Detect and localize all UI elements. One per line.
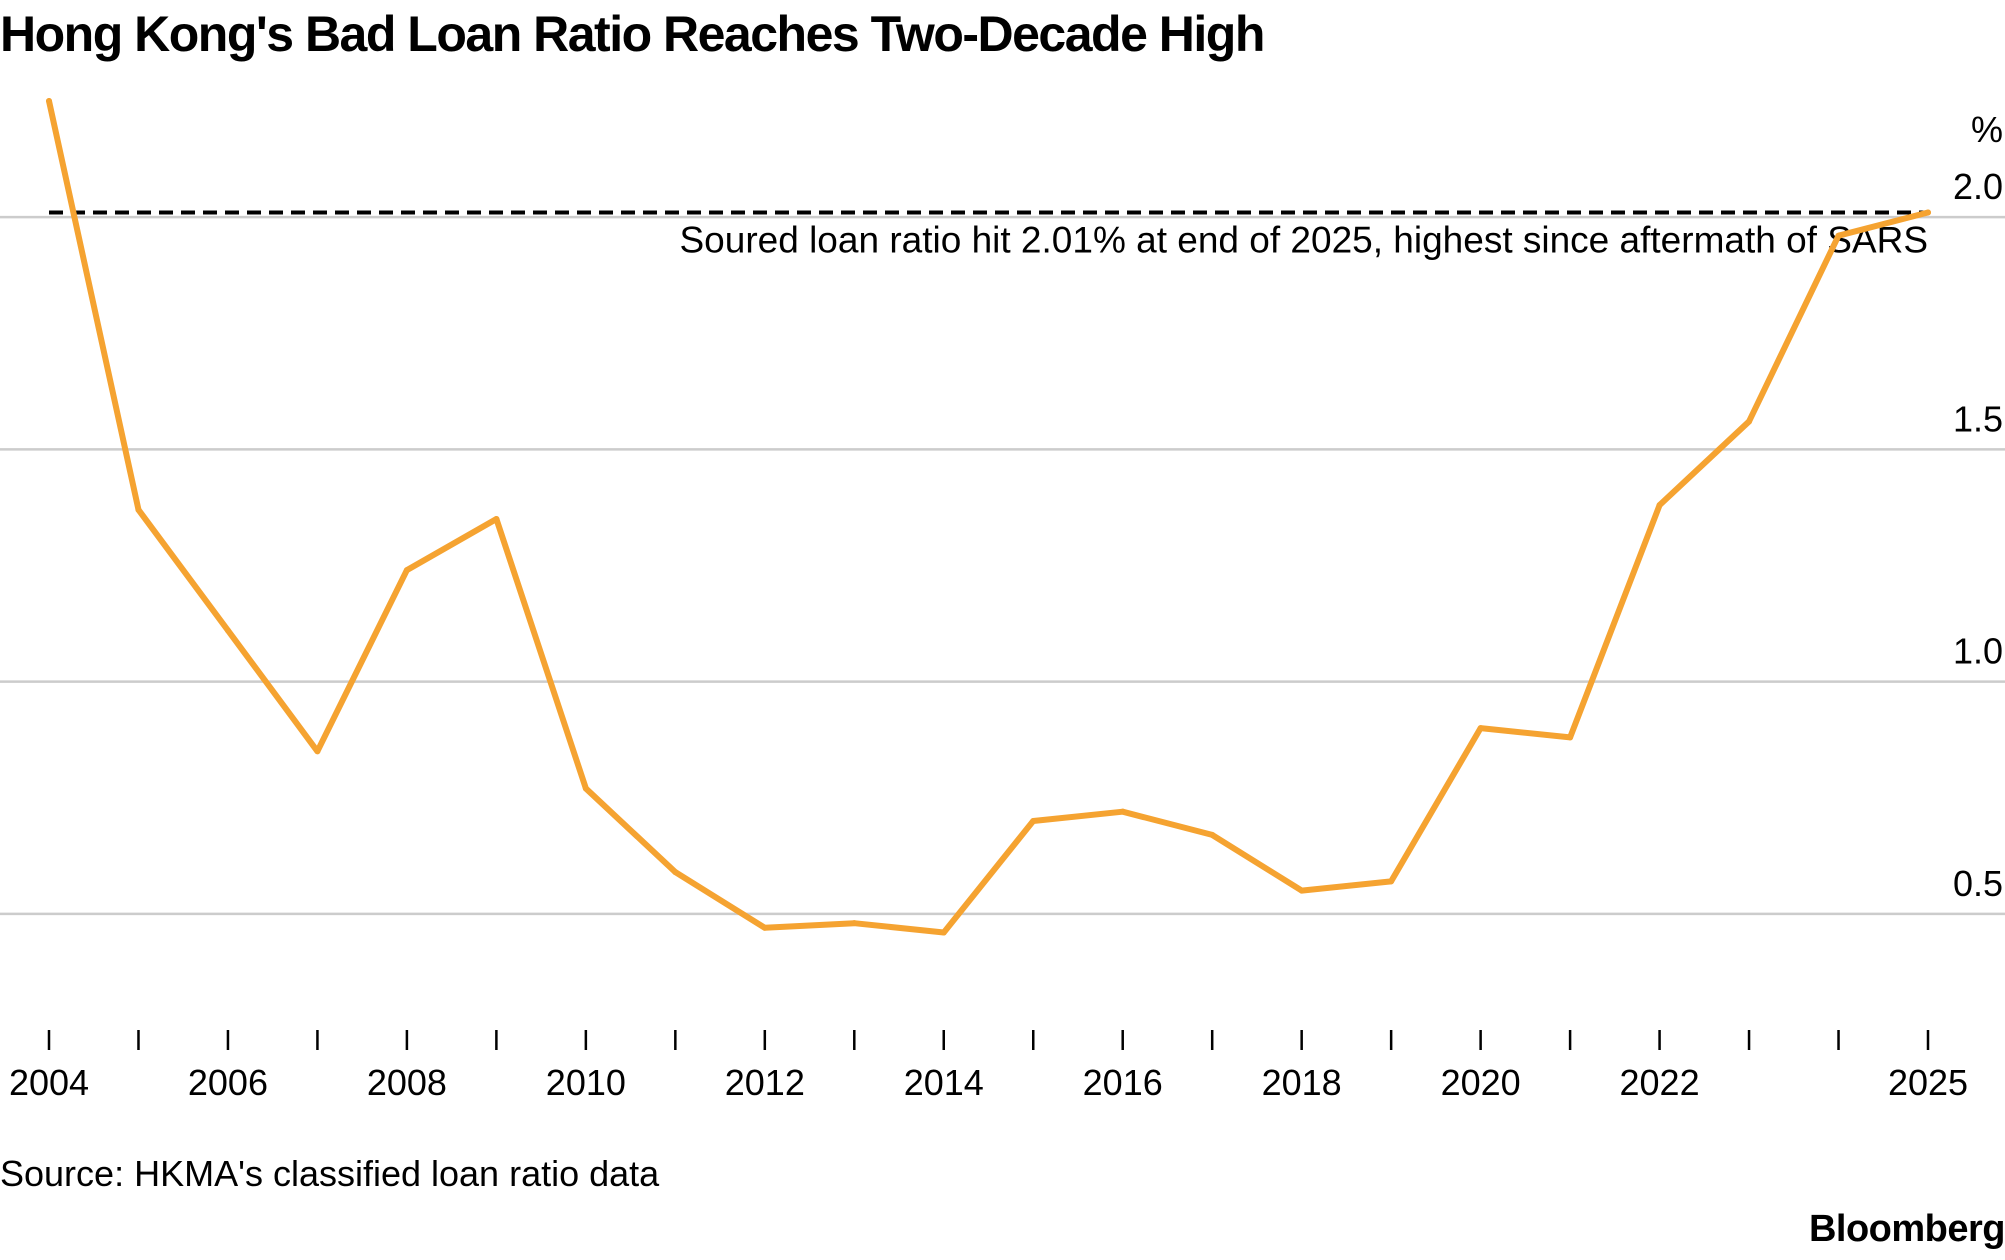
data-point bbox=[940, 929, 947, 936]
bloomberg-logo: Bloomberg bbox=[1808, 1208, 2005, 1250]
data-point bbox=[1209, 831, 1216, 838]
x-tick-label: 2020 bbox=[1441, 1062, 1521, 1103]
reference-line-group: Soured loan ratio hit 2.01% at end of 20… bbox=[49, 210, 1929, 260]
x-tick-label: 2004 bbox=[9, 1062, 89, 1103]
y-tick-label: 0.5 bbox=[1953, 863, 2003, 904]
data-point bbox=[1925, 209, 1931, 216]
data-point bbox=[672, 869, 679, 876]
data-point bbox=[1567, 734, 1574, 741]
x-tick-label: 2008 bbox=[367, 1062, 447, 1103]
data-point bbox=[1298, 887, 1305, 894]
x-tick-label: 2014 bbox=[904, 1062, 984, 1103]
x-tick-label: 2016 bbox=[1083, 1062, 1163, 1103]
data-point bbox=[761, 924, 768, 931]
data-point bbox=[314, 748, 321, 755]
data-point bbox=[1477, 725, 1484, 732]
x-tick-label: 2018 bbox=[1262, 1062, 1342, 1103]
x-tick-label: 2010 bbox=[546, 1062, 626, 1103]
data-point bbox=[403, 567, 410, 574]
gridlines bbox=[0, 215, 2005, 916]
series-line bbox=[46, 98, 1931, 936]
source-note: Source: HKMA's classified loan ratio dat… bbox=[0, 1153, 660, 1194]
y-tick-label: 1.5 bbox=[1953, 398, 2003, 439]
y-axis-unit: % bbox=[1971, 109, 2003, 150]
reference-line-annotation: Soured loan ratio hit 2.01% at end of 20… bbox=[680, 219, 1929, 260]
x-axis-labels: 2004 2006 2008 2010 2012 2014 2016 2018 2020 2022… bbox=[9, 1062, 1968, 1103]
data-point bbox=[582, 785, 589, 792]
x-axis-ticks bbox=[47, 1030, 1930, 1050]
data-points bbox=[46, 98, 1931, 936]
data-point bbox=[493, 516, 500, 523]
data-point bbox=[1119, 808, 1126, 815]
data-point bbox=[1835, 232, 1842, 239]
data-point bbox=[1388, 878, 1395, 885]
chart-title: Hong Kong's Bad Loan Ratio Reaches Two-D… bbox=[0, 6, 1265, 62]
data-point bbox=[851, 920, 858, 927]
x-tick-label: 2022 bbox=[1620, 1062, 1700, 1103]
y-axis-ticks: 0.5 1.0 1.5 2.0 bbox=[1953, 166, 2003, 904]
data-point bbox=[135, 506, 142, 513]
y-tick-label: 1.0 bbox=[1953, 631, 2003, 672]
data-point bbox=[1656, 502, 1663, 509]
y-tick-label: 2.0 bbox=[1953, 166, 2003, 207]
data-point bbox=[224, 627, 231, 634]
data-point bbox=[1746, 418, 1753, 425]
x-tick-label: 2012 bbox=[725, 1062, 805, 1103]
x-tick-label: 2006 bbox=[188, 1062, 268, 1103]
data-point bbox=[1030, 817, 1037, 824]
x-tick-label: 2025 bbox=[1888, 1062, 1968, 1103]
data-point bbox=[46, 98, 52, 104]
